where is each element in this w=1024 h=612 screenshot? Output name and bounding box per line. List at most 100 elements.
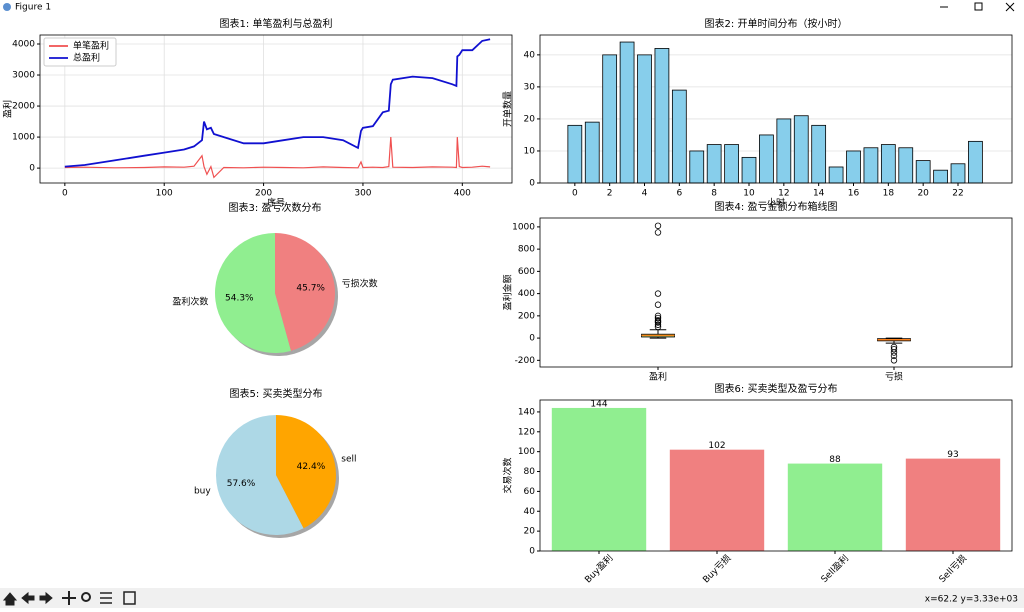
bar-value-label: 144 — [590, 399, 607, 409]
save-button[interactable] — [123, 591, 136, 605]
y-tick-label: -200 — [515, 356, 536, 366]
y-tick-label: 40 — [524, 507, 536, 517]
maximize-button[interactable] — [974, 2, 983, 11]
y-tick-label: 0 — [529, 547, 535, 557]
pie-slice — [276, 415, 337, 529]
outlier — [890, 352, 898, 360]
title-bar — [0, 0, 1024, 14]
x-tick-label: 4 — [642, 189, 648, 199]
bar — [689, 150, 705, 184]
x-tick-label: 200 — [255, 189, 272, 199]
outlier — [890, 346, 898, 353]
y-tick-label: 80 — [524, 467, 536, 477]
y-tick-label: 30 — [524, 82, 536, 92]
pie-value-label: 42.4% — [297, 462, 326, 472]
x-tick-label: 400 — [454, 189, 471, 199]
outlier — [654, 314, 662, 322]
bar — [811, 124, 827, 184]
y-tick-label: 20 — [524, 527, 536, 537]
bar — [724, 144, 739, 184]
x-tick-label: 0 — [62, 189, 68, 199]
y-tick-label: 200 — [518, 311, 535, 321]
bar — [759, 134, 774, 184]
x-tick-label: 2 — [607, 189, 613, 199]
y-axis-label: 盈利金额 — [502, 274, 514, 310]
x-tick-label: 0 — [572, 189, 578, 199]
forward-button[interactable] — [39, 591, 53, 605]
zoom-button[interactable] — [81, 592, 91, 602]
y-tick-label: 60 — [524, 487, 536, 497]
axes-frame — [539, 217, 1013, 368]
x-tick-label: 盈利 — [649, 371, 667, 383]
outlier — [890, 357, 898, 364]
x-tick-label: 20 — [917, 189, 929, 199]
x-tick-label: 16 — [848, 189, 860, 199]
bar — [602, 54, 618, 184]
bar — [776, 118, 792, 184]
configure-button[interactable] — [100, 592, 112, 604]
pie-slice — [216, 415, 304, 535]
y-tick-label: 600 — [518, 267, 535, 277]
bar — [671, 89, 687, 184]
status-coordinates: x=62.2 y=3.33e+03 — [925, 595, 1018, 605]
y-tick-label: 0 — [529, 334, 535, 344]
y-tick-label: 0 — [29, 164, 35, 174]
close-button[interactable] — [1005, 2, 1015, 12]
outlier — [654, 312, 662, 320]
x-tick-label: Buy盈利 — [582, 552, 615, 585]
x-tick-label: 6 — [676, 189, 682, 199]
y-tick-label: 120 — [518, 427, 535, 437]
series-line — [64, 137, 491, 179]
y-tick-label: 800 — [518, 245, 535, 255]
bar — [741, 156, 757, 184]
toolbar — [0, 588, 1024, 608]
y-axis-label: 盈利 — [2, 100, 14, 118]
bar-value-label: 93 — [947, 450, 958, 460]
bar — [846, 150, 861, 184]
bar — [637, 54, 652, 184]
chart-title: 图表6: 买卖类型及盈亏分布 — [715, 382, 838, 395]
bar — [905, 458, 1001, 551]
y-tick-label: 10 — [524, 146, 536, 156]
window-title: Figure 1 — [15, 3, 51, 13]
bar — [950, 163, 966, 184]
outlier — [654, 290, 662, 297]
bar — [787, 463, 883, 551]
y-tick-label: 40 — [524, 50, 536, 60]
pie-label: buy — [194, 486, 211, 496]
bar — [915, 160, 931, 184]
app-icon — [3, 3, 11, 11]
axes-frame — [539, 34, 1013, 184]
chart-title: 图表2: 开单时间分布（按小时） — [705, 17, 848, 30]
y-tick-label: 140 — [518, 407, 535, 417]
y-tick-label: 4000 — [12, 39, 35, 49]
x-tick-label: Buy亏损 — [700, 552, 733, 585]
x-axis-label: 小时 — [767, 197, 785, 209]
axes-frame — [39, 34, 513, 184]
y-axis-label: 开单数量 — [502, 91, 514, 127]
chart-title: 图表4: 盈亏金额分布箱线图 — [715, 200, 838, 213]
pan-button[interactable] — [62, 591, 76, 605]
bar-value-label: 102 — [708, 441, 725, 451]
y-tick-label: 1000 — [512, 222, 535, 232]
bar — [619, 41, 635, 184]
y-tick-label: 20 — [524, 114, 536, 124]
bar — [567, 124, 583, 184]
bar — [654, 48, 670, 184]
chart-title: 图表5: 买卖类型分布 — [230, 387, 323, 400]
home-button[interactable] — [2, 592, 18, 606]
bar — [551, 407, 647, 551]
x-tick-label: 14 — [813, 189, 825, 199]
x-tick-label: Sell盈利 — [818, 552, 851, 585]
series-line — [64, 38, 491, 168]
x-tick-label: 300 — [354, 189, 371, 199]
bar — [933, 169, 948, 184]
x-tick-label: 12 — [778, 189, 789, 199]
x-tick-label: 22 — [952, 189, 963, 199]
y-tick-label: 1000 — [12, 133, 35, 143]
bar — [584, 121, 600, 184]
chart-title: 图表3: 盈亏次数分布 — [229, 201, 322, 214]
pie-value-label: 54.3% — [225, 293, 254, 303]
bar — [706, 144, 722, 184]
back-button[interactable] — [21, 591, 35, 605]
